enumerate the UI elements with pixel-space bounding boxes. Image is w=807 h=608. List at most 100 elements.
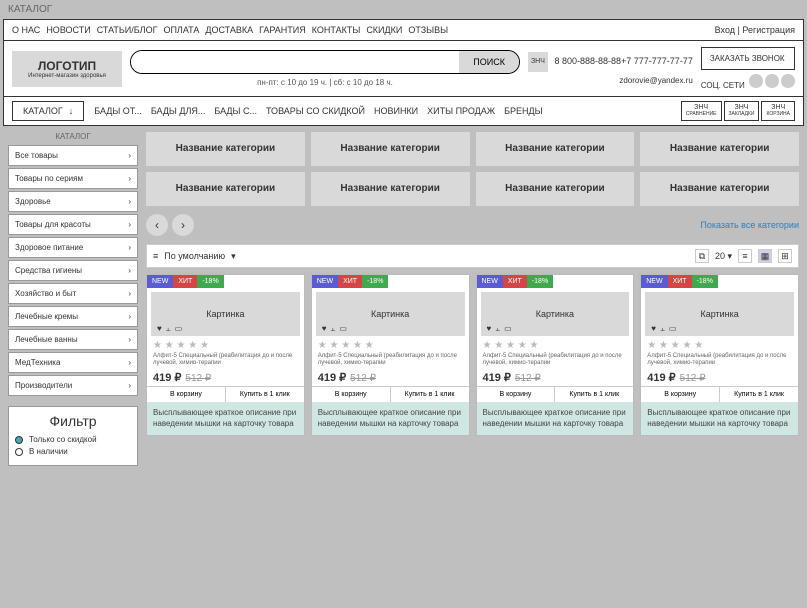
sidebar-item[interactable]: Хозяйство и быт› xyxy=(8,283,138,304)
callback-button[interactable]: ЗАКАЗАТЬ ЗВОНОК xyxy=(701,47,795,70)
social-icon[interactable] xyxy=(781,74,795,88)
mainnav-item[interactable]: БАДЫ ДЛЯ... xyxy=(151,106,206,116)
view-icon[interactable]: ▭ xyxy=(175,324,183,334)
sidebar-item[interactable]: МедТехника› xyxy=(8,352,138,373)
email[interactable]: zdorovie@yandex.ru xyxy=(528,76,693,85)
per-page[interactable]: 20 ▾ xyxy=(715,251,732,262)
search-button[interactable]: ПОИСК xyxy=(459,51,519,73)
heart-icon[interactable]: ♥ xyxy=(487,324,492,334)
category-card[interactable]: Название категории xyxy=(640,132,799,166)
category-card[interactable]: Название категории xyxy=(311,132,470,166)
sidebar-item[interactable]: Здоровое питание› xyxy=(8,237,138,258)
sidebar-item[interactable]: Все товары› xyxy=(8,145,138,166)
badge-hit: ХИТ xyxy=(173,275,197,288)
sort-control[interactable]: ≡ По умолчанию ▾ xyxy=(153,251,236,262)
topnav-item[interactable]: СТАТЬИ/БЛОГ xyxy=(97,25,158,35)
category-card[interactable]: Название категории xyxy=(146,172,305,206)
rating: ★ ★ ★ ★ ★ xyxy=(312,340,469,351)
buy-now-button[interactable]: Купить в 1 клик xyxy=(391,387,469,402)
sidebar-item[interactable]: Лечебные ванны› xyxy=(8,329,138,350)
view-icon[interactable]: ▭ xyxy=(504,324,512,334)
rating: ★ ★ ★ ★ ★ xyxy=(641,340,798,351)
topnav-item[interactable]: ОТЗЫВЫ xyxy=(408,25,448,35)
logo-sub: Интернет-магазин здоровья xyxy=(28,73,106,79)
popup-desc: Высплывающее краткое описание при наведе… xyxy=(147,402,304,435)
sidebar-item[interactable]: Товары по сериям› xyxy=(8,168,138,189)
chevron-right-icon: › xyxy=(128,197,131,206)
view-icon[interactable]: ▭ xyxy=(339,324,347,334)
topnav-item[interactable]: ОПЛАТА xyxy=(163,25,199,35)
register-link[interactable]: Регистрация xyxy=(742,25,795,35)
sidebar-item[interactable]: Здоровье› xyxy=(8,191,138,212)
topnav-item[interactable]: СКИДКИ xyxy=(366,25,402,35)
topnav-item[interactable]: НОВОСТИ xyxy=(46,25,90,35)
view-grid-icon[interactable]: ▦ xyxy=(758,249,772,263)
sidebar-item[interactable]: Средства гигиены› xyxy=(8,260,138,281)
login-link[interactable]: Вход xyxy=(715,25,735,35)
mainnav-item[interactable]: БРЕНДЫ xyxy=(504,106,542,116)
catalog-dropdown[interactable]: КАТАЛОГ↓ xyxy=(12,101,84,121)
sidebar-item[interactable]: Производители› xyxy=(8,375,138,396)
view-icon[interactable]: ▭ xyxy=(669,324,677,334)
topnav-item[interactable]: ГАРАНТИЯ xyxy=(259,25,306,35)
compare-icon[interactable]: ⫠ xyxy=(331,324,336,334)
product-image: Картинка♥⫠▭ xyxy=(481,292,630,336)
sidebar-item[interactable]: Товары для красоты› xyxy=(8,214,138,235)
mainnav-item[interactable]: БАДЫ С... xyxy=(214,106,257,116)
chevron-right-icon: › xyxy=(128,174,131,183)
chevron-right-icon: › xyxy=(128,243,131,252)
buy-now-button[interactable]: Купить в 1 клик xyxy=(720,387,798,402)
hours: пн-пт: с 10 до 19 ч. | сб: с 10 до 18 ч. xyxy=(130,78,520,87)
category-card[interactable]: Название категории xyxy=(146,132,305,166)
compare-icon[interactable]: ⫠ xyxy=(495,324,500,334)
search-input[interactable] xyxy=(131,51,459,73)
add-cart-button[interactable]: В корзину xyxy=(477,387,556,402)
product-card[interactable]: NEWХИТ-18%Картинка♥⫠▭★ ★ ★ ★ ★Алфит-5 Сп… xyxy=(311,274,470,436)
mainnav-item[interactable]: ХИТЫ ПРОДАЖ xyxy=(427,106,495,116)
chevron-right-icon: › xyxy=(128,358,131,367)
filter-instock[interactable]: В наличии xyxy=(15,447,131,456)
filter-discount[interactable]: Только со скидкой xyxy=(15,435,131,444)
compare-icon[interactable]: ⫠ xyxy=(166,324,171,334)
heart-icon[interactable]: ♥ xyxy=(651,324,656,334)
category-card[interactable]: Название категории xyxy=(640,172,799,206)
prev-button[interactable]: ‹ xyxy=(146,214,168,236)
category-card[interactable]: Название категории xyxy=(476,172,635,206)
category-card[interactable]: Название категории xyxy=(476,132,635,166)
product-card[interactable]: NEWХИТ-18%Картинка♥⫠▭★ ★ ★ ★ ★Алфит-5 Сп… xyxy=(146,274,305,436)
mainnav-item[interactable]: БАДЫ ОТ... xyxy=(94,106,142,116)
badge-discount: -18% xyxy=(692,275,718,288)
nav-icon-box[interactable]: ЗНЧСРАВНЕНИЕ xyxy=(681,101,722,120)
topnav-item[interactable]: КОНТАКТЫ xyxy=(312,25,361,35)
social-icon[interactable] xyxy=(749,74,763,88)
mainnav-item[interactable]: ТОВАРЫ СО СКИДКОЙ xyxy=(266,106,365,116)
badge-new: NEW xyxy=(312,275,338,288)
social-icon[interactable] xyxy=(765,74,779,88)
topnav-item[interactable]: О НАС xyxy=(12,25,40,35)
popup-desc: Высплывающее краткое описание при наведе… xyxy=(641,402,798,435)
product-desc: Алфит-5 Специальный (реабилитация до и п… xyxy=(147,351,304,369)
mainnav-item[interactable]: НОВИНКИ xyxy=(374,106,418,116)
add-cart-button[interactable]: В корзину xyxy=(641,387,720,402)
logo[interactable]: ЛОГОТИП Интернет-магазин здоровья xyxy=(12,51,122,87)
product-desc: Алфит-5 Специальный (реабилитация до и п… xyxy=(477,351,634,369)
copy-icon[interactable]: ⧉ xyxy=(695,249,709,263)
add-cart-button[interactable]: В корзину xyxy=(147,387,226,402)
category-card[interactable]: Название категории xyxy=(311,172,470,206)
view-list-icon[interactable]: ≡ xyxy=(738,249,752,263)
nav-icon-box[interactable]: ЗНЧКОРЗИНА xyxy=(761,101,795,120)
next-button[interactable]: › xyxy=(172,214,194,236)
sidebar-item[interactable]: Лечебные кремы› xyxy=(8,306,138,327)
product-card[interactable]: NEWХИТ-18%Картинка♥⫠▭★ ★ ★ ★ ★Алфит-5 Сп… xyxy=(476,274,635,436)
product-card[interactable]: NEWХИТ-18%Картинка♥⫠▭★ ★ ★ ★ ★Алфит-5 Сп… xyxy=(640,274,799,436)
heart-icon[interactable]: ♥ xyxy=(157,324,162,334)
show-all-link[interactable]: Показать все категории xyxy=(700,220,799,230)
heart-icon[interactable]: ♥ xyxy=(322,324,327,334)
compare-icon[interactable]: ⫠ xyxy=(660,324,665,334)
add-cart-button[interactable]: В корзину xyxy=(312,387,391,402)
buy-now-button[interactable]: Купить в 1 клик xyxy=(555,387,633,402)
buy-now-button[interactable]: Купить в 1 клик xyxy=(226,387,304,402)
topnav-item[interactable]: ДОСТАВКА xyxy=(205,25,253,35)
nav-icon-box[interactable]: ЗНЧЗАКЛАДКИ xyxy=(724,101,760,120)
view-large-icon[interactable]: ⊞ xyxy=(778,249,792,263)
